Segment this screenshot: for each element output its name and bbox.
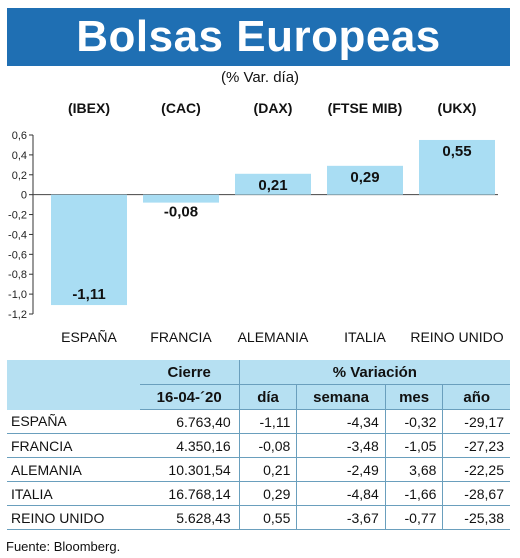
quotes-table: Cierre % Variación 16-04-´20 día semana … bbox=[7, 360, 510, 530]
table-corner-2 bbox=[7, 384, 140, 410]
dia-cell: -1,11 bbox=[238, 409, 297, 434]
y-tick-label: -1,2 bbox=[8, 309, 27, 321]
y-tick-label: 0,6 bbox=[12, 130, 27, 142]
cierre-cell: 6.763,40 bbox=[139, 409, 240, 434]
y-tick-label: -0,6 bbox=[8, 249, 27, 261]
index-label: (DAX) bbox=[254, 100, 293, 116]
country-cell: ALEMANIA bbox=[7, 457, 140, 482]
semana-cell: -3,67 bbox=[296, 505, 386, 530]
table-row: FRANCIA 4.350,16 -0,08 -3,48 -1,05 -27,2… bbox=[7, 433, 510, 458]
y-tick-label: -0,8 bbox=[8, 269, 27, 281]
cierre-cell: 16.768,14 bbox=[139, 481, 240, 506]
semana-cell: -3,48 bbox=[296, 433, 386, 458]
data-label: 0,29 bbox=[350, 169, 379, 186]
category-label: ITALIA bbox=[344, 329, 386, 345]
header-date: 16-04-´20 bbox=[139, 384, 240, 410]
dia-cell: 0,55 bbox=[238, 505, 297, 530]
data-label: 0,55 bbox=[442, 143, 471, 160]
mes-cell: 3,68 bbox=[384, 457, 443, 482]
country-cell: FRANCIA bbox=[7, 433, 140, 458]
cierre-cell: 4.350,16 bbox=[139, 433, 240, 458]
table-row: ALEMANIA 10.301,54 0,21 -2,49 3,68 -22,2… bbox=[7, 457, 510, 482]
data-label: -0,08 bbox=[164, 204, 198, 221]
chart-title: Bolsas Europeas bbox=[7, 8, 510, 66]
ano-cell: -22,25 bbox=[442, 457, 510, 482]
bar bbox=[143, 194, 219, 203]
table-row: ITALIA 16.768,14 0,29 -4,84 -1,66 -28,67 bbox=[7, 481, 510, 506]
y-tick-label: 0,2 bbox=[12, 170, 27, 182]
bar bbox=[327, 165, 403, 195]
mes-cell: -0,32 bbox=[384, 409, 443, 434]
ano-cell: -29,17 bbox=[442, 409, 510, 434]
dia-cell: -0,08 bbox=[238, 433, 297, 458]
y-tick-label: -0,2 bbox=[8, 210, 27, 222]
cierre-cell: 10.301,54 bbox=[139, 457, 240, 482]
header-ano: año bbox=[442, 384, 510, 410]
table-row: ESPAÑA 6.763,40 -1,11 -4,34 -0,32 -29,17 bbox=[7, 409, 510, 434]
ano-cell: -27,23 bbox=[442, 433, 510, 458]
header-mes: mes bbox=[384, 384, 443, 410]
header-variacion: % Variación bbox=[238, 360, 510, 385]
source-note: Fuente: Bloomberg. bbox=[6, 539, 121, 554]
table-corner bbox=[7, 360, 140, 385]
bar-chart: 0,6 0,4 0,2 0 -0,2 -0,4 -0,6 -0,8 -1,0 -1,2 -1,11 (… bbox=[8, 100, 504, 345]
category-label: REINO UNIDO bbox=[410, 329, 503, 345]
category-label: FRANCIA bbox=[150, 329, 212, 345]
y-tick-label: -1,0 bbox=[8, 289, 27, 301]
country-cell: ITALIA bbox=[7, 481, 140, 506]
mes-cell: -0,77 bbox=[384, 505, 443, 530]
bar bbox=[235, 173, 311, 195]
header-semana: semana bbox=[296, 384, 386, 410]
index-label: (IBEX) bbox=[68, 100, 110, 116]
ano-cell: -28,67 bbox=[442, 481, 510, 506]
index-label: (UKX) bbox=[438, 100, 477, 116]
semana-cell: -2,49 bbox=[296, 457, 386, 482]
mes-cell: -1,66 bbox=[384, 481, 443, 506]
country-cell: ESPAÑA bbox=[7, 409, 140, 434]
mes-cell: -1,05 bbox=[384, 433, 443, 458]
semana-cell: -4,34 bbox=[296, 409, 386, 434]
dia-cell: 0,29 bbox=[238, 481, 297, 506]
y-tick-label: 0,4 bbox=[12, 150, 27, 162]
country-cell: REINO UNIDO bbox=[7, 505, 140, 530]
data-label: 0,21 bbox=[258, 177, 287, 194]
table-row: REINO UNIDO 5.628,43 0,55 -3,67 -0,77 -2… bbox=[7, 505, 510, 530]
header-dia: día bbox=[238, 384, 297, 410]
category-label: ESPAÑA bbox=[61, 329, 117, 345]
y-tick-label: -0,4 bbox=[8, 229, 27, 241]
data-label: -1,11 bbox=[72, 286, 105, 303]
header-cierre: Cierre bbox=[139, 360, 240, 385]
index-label: (CAC) bbox=[161, 100, 201, 116]
bar bbox=[51, 194, 127, 306]
index-label: (FTSE MIB) bbox=[328, 100, 403, 116]
ano-cell: -25,38 bbox=[442, 505, 510, 530]
dia-cell: 0,21 bbox=[238, 457, 297, 482]
cierre-cell: 5.628,43 bbox=[139, 505, 240, 530]
semana-cell: -4,84 bbox=[296, 481, 386, 506]
chart-subtitle: (% Var. día) bbox=[220, 69, 300, 86]
category-label: ALEMANIA bbox=[238, 329, 309, 345]
bar bbox=[419, 139, 495, 195]
y-tick-label: 0 bbox=[21, 190, 27, 202]
